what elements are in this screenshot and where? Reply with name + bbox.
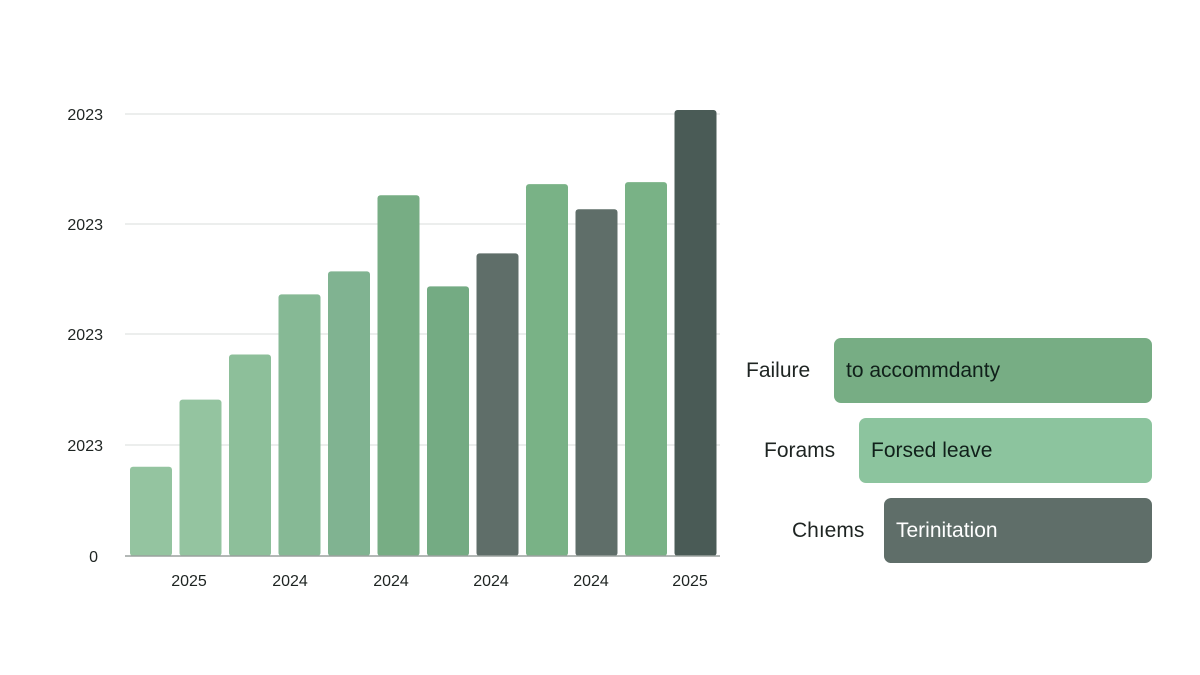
legend-entry-1: Forams Forsed leave [740, 418, 1152, 483]
legend-entry-2-label: Chıems [792, 519, 865, 542]
x-tick-label-2: 2024 [373, 573, 409, 590]
bar-11 [674, 110, 717, 556]
bar-8 [526, 184, 568, 556]
bar-5 [377, 195, 420, 556]
x-tick-label-0: 2025 [171, 573, 207, 590]
y-tick-label-0: 0 [89, 549, 98, 566]
bar-3 [278, 294, 321, 556]
bar-6 [427, 286, 469, 556]
y-tick-label-1: 2023 [67, 438, 103, 455]
y-axis-tick-labels: 0 2023 2023 2023 2023 [67, 107, 103, 566]
legend-entry-0-label: Failure [746, 359, 811, 382]
legend-entry-0: Failure to accommdanty [740, 338, 1152, 403]
bar-7 [476, 253, 519, 556]
legend-entry-0-bar: to accommdanty [834, 338, 1152, 403]
bar-4 [328, 271, 370, 556]
bar-2 [229, 354, 271, 556]
bar-1 [179, 399, 222, 556]
x-axis-tick-labels: 2025 2024 2024 2024 2024 2025 [171, 573, 708, 590]
chart-gridlines [125, 113, 720, 446]
legend-entry-2: Chıems Terinitation [740, 498, 1152, 563]
legend: Failure to accommdanty Forams Forsed lea… [740, 338, 1152, 578]
x-tick-label-4: 2024 [573, 573, 609, 590]
x-tick-label-1: 2024 [272, 573, 308, 590]
legend-entry-1-label: Forams [764, 439, 836, 462]
x-tick-label-3: 2024 [473, 573, 509, 590]
bar-10 [625, 182, 667, 556]
y-tick-label-3: 2023 [67, 217, 103, 234]
legend-entry-2-bar: Terinitation [884, 498, 1152, 563]
y-tick-label-4: 2023 [67, 107, 103, 124]
bar-0 [130, 466, 172, 556]
chart-bars [130, 110, 717, 556]
y-tick-label-2: 2023 [67, 327, 103, 344]
bar-9 [575, 209, 618, 556]
x-tick-label-5: 2025 [672, 573, 708, 590]
legend-entry-1-bar: Forsed leave [859, 418, 1152, 483]
